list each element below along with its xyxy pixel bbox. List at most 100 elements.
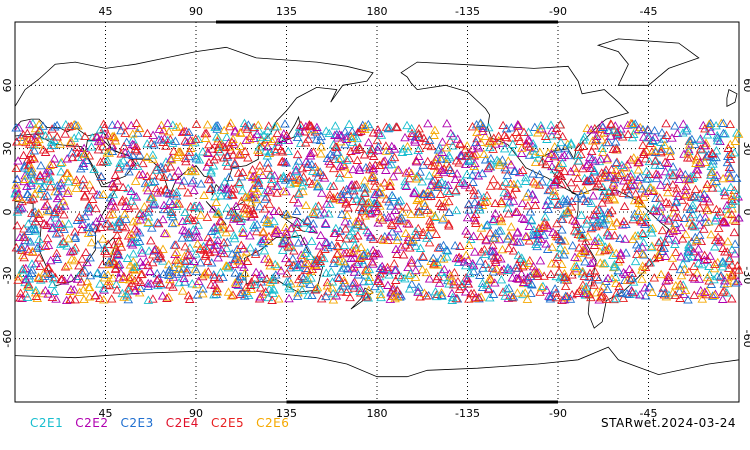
observation-triangle: [375, 212, 385, 222]
observation-triangle: [431, 229, 441, 238]
observation-triangle: [606, 164, 617, 174]
observation-triangle: [328, 295, 339, 304]
observation-triangle: [225, 223, 235, 232]
observation-triangle: [206, 168, 216, 177]
legend: C2E1 C2E2 C2E3 C2E4 C2E5 C2E6: [30, 416, 289, 430]
observation-triangle: [429, 130, 439, 139]
observation-triangle: [319, 253, 329, 263]
observation-triangle: [70, 227, 80, 236]
observation-triangle: [324, 128, 335, 138]
observation-triangle: [413, 151, 424, 160]
observation-triangle: [129, 262, 140, 271]
observation-triangle: [328, 150, 338, 160]
observation-triangle: [537, 221, 548, 230]
observation-triangle: [84, 180, 95, 189]
observation-triangle: [578, 141, 588, 150]
observation-triangle: [551, 288, 561, 297]
observation-triangle: [468, 260, 479, 270]
observation-triangle: [639, 147, 649, 156]
observation-triangle: [331, 223, 341, 233]
observation-triangle: [171, 240, 181, 249]
observation-triangle: [40, 147, 51, 156]
observation-triangle: [126, 196, 137, 205]
observation-triangle: [469, 190, 479, 199]
observation-triangle: [256, 269, 266, 278]
left-lat-tick: 60: [1, 78, 14, 92]
observation-triangle: [335, 168, 345, 177]
observation-triangle: [478, 126, 488, 135]
observation-triangle: [668, 226, 678, 236]
observation-triangle: [487, 263, 498, 272]
observation-triangle: [47, 140, 57, 149]
observation-triangle: [262, 132, 273, 142]
observation-triangle: [480, 131, 491, 141]
observation-triangle: [373, 218, 383, 227]
observation-triangle: [268, 284, 279, 293]
observation-triangle: [576, 248, 586, 257]
observation-triangle: [685, 136, 695, 145]
observation-triangle: [444, 196, 454, 206]
observation-triangle: [601, 294, 612, 304]
observation-triangle: [527, 190, 538, 199]
observation-triangle: [488, 214, 499, 223]
observation-triangle: [159, 204, 170, 214]
observation-triangle: [131, 192, 142, 201]
observation-triangle: [303, 134, 313, 143]
observation-triangle: [373, 276, 383, 286]
observation-triangle: [413, 286, 423, 295]
observation-triangle: [72, 274, 83, 283]
observation-triangle: [307, 179, 318, 188]
observation-triangle: [23, 164, 33, 173]
observation-triangle: [499, 130, 510, 140]
observation-triangle: [653, 170, 663, 179]
observation-triangle: [682, 123, 692, 133]
observation-triangle: [245, 280, 256, 289]
observation-triangle: [29, 145, 40, 155]
observation-triangle: [126, 238, 136, 247]
observation-triangle: [251, 267, 261, 276]
observation-triangle: [499, 264, 509, 273]
observation-triangle: [641, 212, 652, 221]
observation-triangle: [709, 290, 720, 299]
observation-triangle: [485, 136, 495, 145]
observation-triangle: [39, 191, 50, 201]
observation-triangle: [360, 121, 370, 131]
observation-triangle: [33, 272, 44, 281]
observation-triangle: [164, 265, 175, 274]
observation-triangle: [306, 273, 316, 282]
observation-triangle: [512, 228, 523, 237]
observation-triangle: [493, 181, 503, 190]
observation-triangle: [87, 227, 97, 236]
observation-triangle: [655, 193, 665, 202]
observation-triangle: [579, 132, 590, 141]
observation-triangle: [250, 249, 261, 258]
observation-triangle: [63, 233, 74, 243]
observation-triangle: [182, 215, 193, 225]
observation-triangle: [552, 218, 562, 228]
observation-triangle: [577, 233, 588, 242]
observation-triangle: [451, 293, 461, 303]
observation-triangle: [31, 291, 42, 300]
observation-triangle: [143, 278, 153, 288]
observation-triangle: [424, 274, 435, 283]
observation-triangle: [184, 233, 194, 242]
observation-triangle: [648, 203, 659, 213]
observation-triangle: [34, 253, 44, 262]
observation-triangle: [635, 172, 645, 181]
observation-triangle: [30, 123, 41, 133]
observation-triangle: [59, 209, 69, 219]
observation-triangle: [223, 287, 234, 296]
observation-triangle: [542, 244, 553, 253]
observation-triangle: [665, 146, 675, 156]
observation-triangle: [40, 131, 51, 140]
observation-triangle: [702, 130, 713, 139]
observation-triangle: [418, 230, 428, 239]
observation-triangle: [408, 235, 418, 244]
observation-triangle: [229, 184, 239, 193]
observation-triangle: [720, 247, 730, 256]
observation-triangle: [233, 168, 244, 177]
observation-triangle: [59, 276, 70, 285]
observation-triangle: [297, 181, 308, 190]
observation-triangle: [439, 264, 450, 274]
observation-triangle: [638, 140, 648, 149]
